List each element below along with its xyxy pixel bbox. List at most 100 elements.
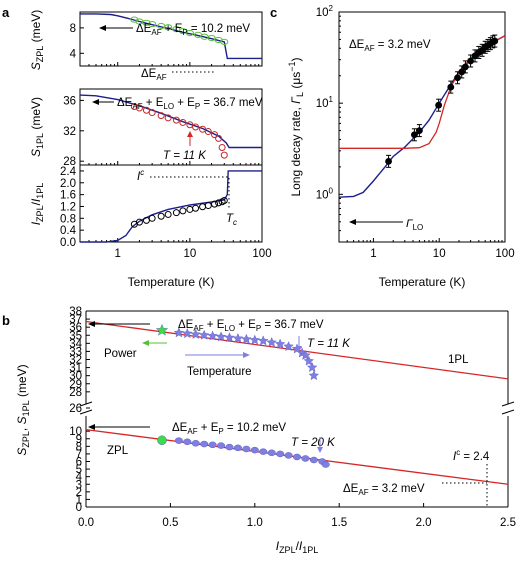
a2-marker [148,109,156,117]
a1-marker [142,19,151,26]
a2-marker [218,144,226,152]
b-zpl-marker [321,461,330,468]
c-ytick-label: 100 [316,186,334,201]
svg-text:Long decay rate, ΓL (μs−1): Long decay rate, ΓL (μs−1) [287,57,305,196]
b-t20-label: T = 20 K [291,437,336,449]
panel-a-ticks: 4 8 28 32 36 0.00.40.81.21.62.02.4 1 10 100 [60,23,272,260]
c-xtick-label: 100 [495,248,514,260]
b-power-arrowhead [142,340,149,346]
b-zpl-label: ZPL [107,445,129,457]
b-lower-arrowhead [88,424,95,430]
panel-c-plot [338,34,506,198]
a2-ylabel: S1PL (meV) [29,97,45,157]
a2-marker [204,128,212,136]
b-lower-ytick-label: 9 [76,434,82,446]
a2-marker [142,106,150,114]
a3-marker [172,209,180,217]
b-1pl-marker [306,362,318,373]
b-1pl-marker [198,329,210,340]
b-1pl-marker [274,338,286,349]
b-upper-ytick-label: 31 [69,363,82,375]
panel-b-label: b [2,313,10,328]
b-zpl-marker [301,455,310,462]
a3-tc-label: Tc [226,213,237,227]
a2-annotation-group: ΔEAF + ELO + EP = 36.7 meV T = 11 K [92,97,263,162]
panel-c-frame [338,11,506,243]
b-lower-ytick-label: 1 [76,494,82,506]
b-1pl-marker-first [155,323,169,336]
c-ytick-label: 101 [316,95,334,110]
b-1pl-marker [241,333,252,344]
b-upper-ytick-label: 26 [69,403,82,415]
b-zpl-marker [309,456,318,464]
b-temperature-label: Temperature [187,366,252,378]
a2-marker [164,114,172,122]
b-zpl-marker [292,453,302,461]
b-1pl-marker [249,334,261,345]
b-lower-ytick-label: 2 [76,487,82,499]
a2-t11-label: T = 11 K [163,150,207,162]
panel-a-label: a [2,5,10,20]
b-1pl-marker [182,328,193,339]
c-data-point [385,157,392,165]
b-zpl-marker [233,444,242,452]
a3-ytick-label: 2.4 [60,166,77,178]
b-1pl-label: 1PL [448,354,469,366]
c-data-point [461,63,469,71]
b-lower-ytick-label: 4 [76,472,83,484]
svg-text:SZPL, S1PL (meV): SZPL, S1PL (meV) [15,364,31,455]
a3-marker [199,203,207,211]
b-zpl-marker [200,440,209,448]
b-upper-ytick-label: 33 [69,346,82,358]
b-axis-break-right [501,401,515,415]
c-data-point [435,101,443,109]
b-xtick-label: 1.5 [331,517,347,529]
b-zpl-marker [259,448,268,455]
c-data-point [454,74,461,82]
b-1pl-marker [224,332,235,343]
a2-t11-arrowhead [187,131,193,137]
a3-ic-label: Ic [137,168,144,183]
a2-marker [215,134,223,142]
a1-annotation: ΔEAF + EP = 10.2 meV [136,23,250,37]
b-temperature-arrowhead [243,352,250,358]
b-lower-annotations: ΔEAF + EP = 10.2 meV T = 20 K ZPL Ic = 2… [88,422,490,507]
b-1pl-marker [283,341,294,352]
a3-marker [220,197,228,205]
a1-marker [130,16,139,23]
a1-deltaEAF-label: ΔEAF [141,68,167,82]
a2-marker [211,131,219,139]
c-xtick-label: 1 [370,248,376,260]
a3-marker [186,205,194,213]
a1-ylabel: SZPL (meV) [29,10,45,71]
svg-text:SZPL (meV): SZPL (meV) [29,10,45,71]
a3-marker [211,200,219,208]
a2-ytick-label: 28 [63,156,76,168]
b-zpl-marker [267,449,276,457]
b-zpl-marker-first [157,435,167,446]
b-zpl-marker [216,442,226,449]
a-xlabel: Temperature (K) [128,275,215,289]
a1-marker [164,24,173,31]
b-xtick-label: 2.5 [500,517,516,529]
b-axis-break-left [79,401,93,415]
panel-b-frame [85,310,509,508]
a3-fit-line [80,170,262,243]
a3-marker [157,212,165,220]
a2-annotation: ΔEAF + ELO + EP = 36.7 meV [117,97,263,111]
a3-ylabel: IZPL/I1PL [29,183,45,226]
b-power-label: Power [104,348,137,360]
panel-c-ticks: 1 10 100 100 101 102 [316,4,515,260]
a3-marker [192,204,200,212]
b-t20-arrowhead [317,447,323,453]
b-1pl-marker [173,327,185,338]
b-1pl-marker [207,330,218,341]
a1-fit-line [80,13,262,60]
b-zpl-marker [242,445,251,453]
b-ic-label: Ic = 2.4 [453,448,490,463]
b-upper-ytick-label: 36 [69,322,82,334]
b-lower-ytick-label: 0 [76,502,82,514]
a3-ytick-label: 0.4 [60,225,77,237]
b-zpl-marker [276,450,285,458]
a1-arrowhead [99,25,106,31]
